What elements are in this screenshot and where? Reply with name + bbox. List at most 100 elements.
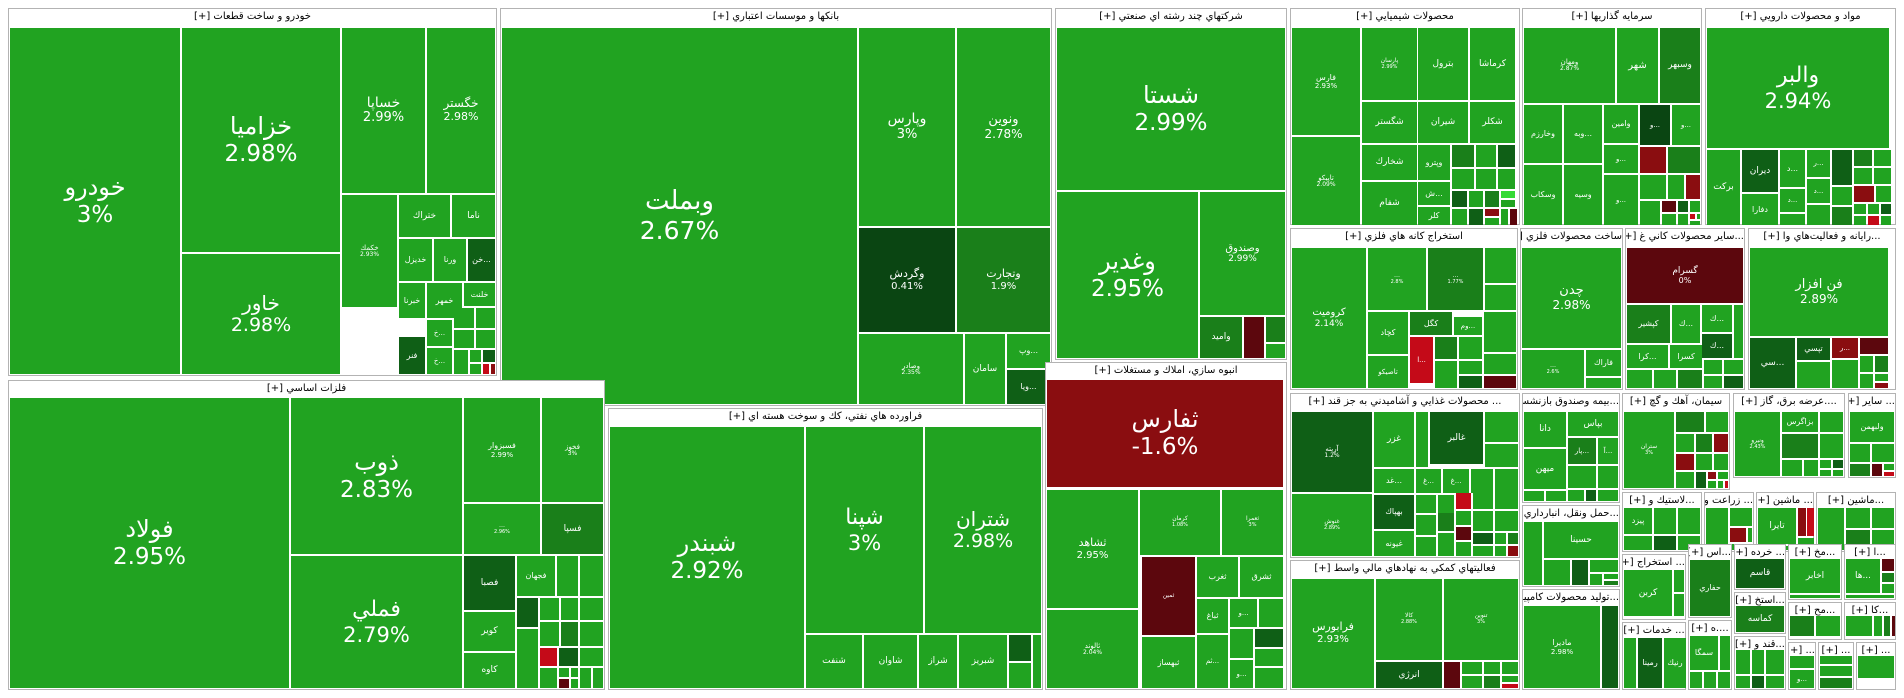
tile-small[interactable] xyxy=(1674,594,1684,616)
sector-header[interactable]: ساخت محصولات فلزي [+] xyxy=(1521,231,1622,242)
tile-small[interactable] xyxy=(1807,205,1830,225)
tile-small[interactable] xyxy=(454,308,474,328)
tile-small[interactable] xyxy=(1678,214,1688,225)
tile-خلنت[interactable]: خلنت xyxy=(464,283,495,306)
tile-فارس[interactable]: فارس 2.93% xyxy=(1292,28,1360,135)
tile-...ك[interactable]: ...ك xyxy=(1702,334,1732,358)
sector-header[interactable]: ... [+] xyxy=(1861,645,1891,656)
tile-small[interactable] xyxy=(1714,434,1728,452)
tile-ورنا[interactable]: ورنا xyxy=(434,239,466,281)
tile-small[interactable] xyxy=(1875,356,1888,372)
tile-small[interactable] xyxy=(1875,374,1888,381)
tile-small[interactable] xyxy=(1568,490,1584,501)
sector-header[interactable]: ...ساير محصولات كاني غ [+] xyxy=(1626,231,1744,242)
tile-small[interactable] xyxy=(1416,537,1436,556)
tile-small[interactable] xyxy=(1736,650,1750,674)
tile-small[interactable] xyxy=(1508,533,1518,544)
sector-header[interactable]: ...ا [+] xyxy=(1854,547,1886,558)
tile-small[interactable] xyxy=(1244,317,1264,358)
tile-small[interactable] xyxy=(1484,354,1516,374)
tile-...ها[interactable]: ...ها xyxy=(1846,559,1880,593)
tile-small[interactable] xyxy=(1484,312,1516,352)
tile-small[interactable] xyxy=(1724,360,1743,374)
tile-small[interactable] xyxy=(483,350,495,362)
tile-small[interactable] xyxy=(1476,169,1496,189)
tile-small[interactable] xyxy=(1874,150,1891,166)
tile-small[interactable] xyxy=(1874,168,1891,184)
tile-small[interactable] xyxy=(1495,511,1518,531)
tile-...ا[interactable]: ...ا xyxy=(1410,337,1433,383)
tile-small[interactable] xyxy=(1662,201,1676,212)
tile-small[interactable] xyxy=(540,598,559,620)
tile-شبندر[interactable]: شبندر 2.92% xyxy=(610,427,804,688)
tile-شهر[interactable]: شهر xyxy=(1617,28,1658,103)
tile-small[interactable] xyxy=(1718,472,1728,479)
sector-header[interactable]: محصولات شيميايي [+] xyxy=(1356,11,1454,22)
tile-ماديرا[interactable]: ماديرا 2.98% xyxy=(1524,606,1600,688)
tile-small[interactable] xyxy=(1668,147,1700,173)
tile-small[interactable] xyxy=(571,668,578,677)
tile-small[interactable] xyxy=(1725,481,1728,488)
tile-small[interactable] xyxy=(1484,662,1500,674)
tile-small[interactable] xyxy=(580,622,603,646)
tile-small[interactable] xyxy=(1690,672,1702,688)
tile-small[interactable] xyxy=(557,556,578,596)
tile-small[interactable] xyxy=(1654,536,1676,550)
tile-وگردش[interactable]: وگردش 0.41% xyxy=(859,228,955,332)
tile-فنر[interactable]: فنر xyxy=(399,337,425,374)
tile-...د[interactable]: ...د xyxy=(1780,150,1805,187)
sector-header[interactable]: ...بيمه وصندوق بازنشس [+] xyxy=(1523,396,1619,407)
tile-small[interactable] xyxy=(1696,434,1712,452)
tile-كوير[interactable]: كوير xyxy=(464,612,515,651)
sector-header[interactable]: ....عرضه برق، گاز [+] xyxy=(1741,396,1837,407)
tile-small[interactable] xyxy=(1452,191,1467,207)
tile-غنوش[interactable]: غنوش 2.89% xyxy=(1292,494,1372,556)
tile-small[interactable] xyxy=(1255,668,1283,688)
tile-دانا[interactable]: دانا xyxy=(1524,412,1566,447)
tile-...و[interactable]: ...و xyxy=(1790,670,1814,688)
tile-small[interactable] xyxy=(1456,511,1471,525)
tile-small[interactable] xyxy=(1708,481,1716,488)
sector-header[interactable]: ... محصولات غذايي و آشاميدني به جز قند [… xyxy=(1308,396,1502,407)
tile-وپترو[interactable]: وپترو xyxy=(1418,145,1450,180)
tile-ناما[interactable]: ناما xyxy=(452,195,495,237)
tile-small[interactable] xyxy=(1568,466,1596,488)
tile-small[interactable] xyxy=(1502,684,1518,688)
tile-فولاد[interactable]: فولاد 2.95% xyxy=(10,398,289,688)
tile-...ويا[interactable]: ...ويا xyxy=(1007,370,1050,404)
tile-small[interactable] xyxy=(1473,546,1493,556)
tile-small[interactable] xyxy=(1598,466,1618,488)
sector-header[interactable]: ...ماشين [+] xyxy=(1827,495,1885,506)
tile-small[interactable] xyxy=(1438,513,1454,531)
tile-small[interactable] xyxy=(1452,145,1474,167)
sector-header[interactable]: فعاليتهاي كمكي به نهادهاي مالي واسط [+] xyxy=(1314,563,1496,574)
tile-...وپ[interactable]: ...وپ xyxy=(1007,334,1050,368)
tile-وبملت[interactable]: وبملت 2.67% xyxy=(502,28,857,404)
tile-small[interactable] xyxy=(1718,672,1730,688)
tile-small[interactable] xyxy=(559,648,578,666)
tile-small[interactable] xyxy=(1471,469,1493,493)
tile-small[interactable] xyxy=(1734,305,1743,358)
tile-small[interactable] xyxy=(561,622,578,646)
tile-خكمك[interactable]: خكمك 2.93% xyxy=(342,195,397,307)
sector-header[interactable]: ...لاستيك و [+] xyxy=(1629,495,1695,506)
tile-small[interactable] xyxy=(559,668,569,677)
tile-ميهن[interactable]: ميهن xyxy=(1524,449,1566,489)
tile-small[interactable] xyxy=(1266,317,1285,342)
tile-small[interactable] xyxy=(1640,201,1660,225)
tile-small[interactable] xyxy=(1473,511,1493,531)
tile-small[interactable] xyxy=(540,668,557,688)
tile-small[interactable] xyxy=(1790,595,1840,598)
tile-…[interactable]: … 2.6% xyxy=(1522,350,1584,388)
tile-فاراك[interactable]: فاراك xyxy=(1586,350,1621,376)
tile-...پار[interactable]: ...پار xyxy=(1568,438,1596,464)
tile-small[interactable] xyxy=(1654,508,1676,534)
sector-header[interactable]: بانكها و موسسات اعتباري [+] xyxy=(712,11,840,22)
tile-small[interactable] xyxy=(1766,676,1784,688)
tile-small[interactable] xyxy=(1459,337,1482,359)
tile-بزاگرس[interactable]: بزاگرس xyxy=(1782,412,1818,432)
tile-...و[interactable]: ...و xyxy=(1604,145,1638,173)
tile-small[interactable] xyxy=(1790,616,1814,636)
tile-فجهان[interactable]: فجهان xyxy=(517,556,555,596)
tile-...ر[interactable]: ...ر xyxy=(1807,150,1830,177)
